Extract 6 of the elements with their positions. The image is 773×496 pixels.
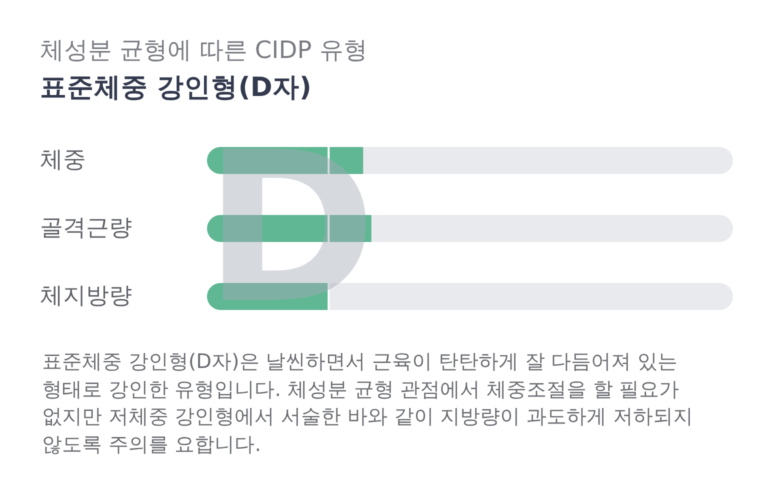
y-tick-label: 골격근량 <box>40 215 132 241</box>
text: 표준체중 강인형(D자)은 날씬하면서 근육이 탄탄하게 잘 다듬어져 있는 형태로 강인한 유형입니다. 체성분 균형 관점에서 체중조절을 할 필요가 없지만 저체중 강인형에서 서술한 바와 같이 지방량이 과도하게 저하되지 않도록 주의를 요합니다. <box>42 348 694 458</box>
y-tick-label: 체지방량 <box>40 283 132 309</box>
y-tick-label: 체중 <box>40 147 86 173</box>
chart-title: 체성분 균형에 따른 CIDP 유형 <box>40 36 368 64</box>
chart-subtitle: 표준체중 강인형(D자) <box>40 72 312 104</box>
